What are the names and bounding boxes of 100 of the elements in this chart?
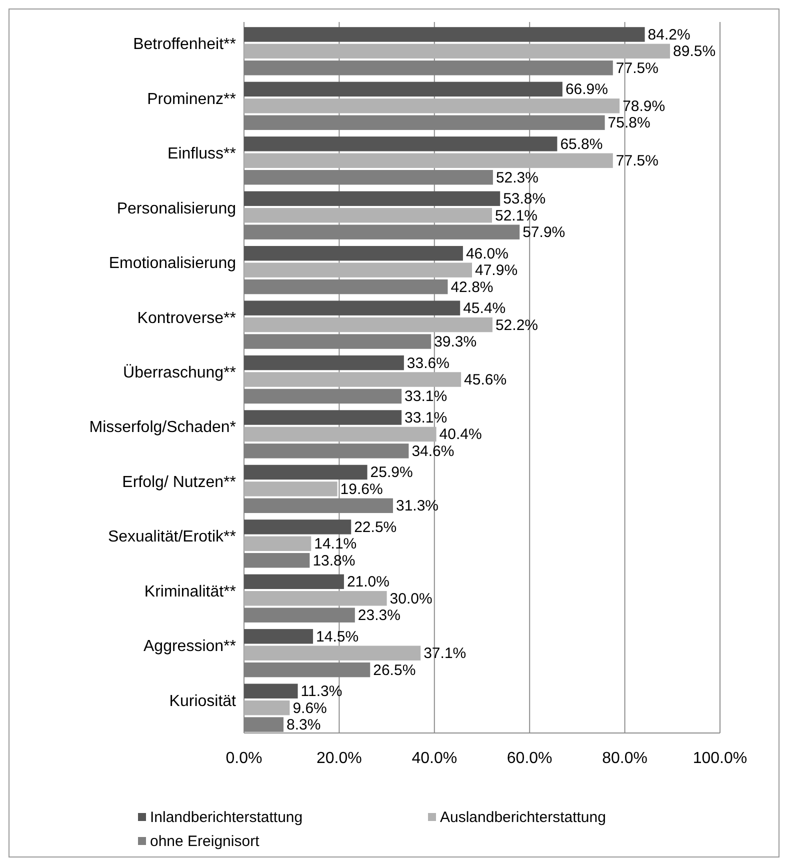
- y-tick-label: Überraschung**: [123, 364, 236, 382]
- bar: [244, 208, 492, 223]
- bar: [244, 82, 562, 97]
- text: 75.8%: [608, 114, 650, 132]
- text: 33.1%: [404, 388, 448, 406]
- bar: [244, 464, 368, 480]
- text: 52.2%: [495, 316, 538, 334]
- text: 47.9%: [475, 262, 518, 280]
- bar: [244, 170, 493, 185]
- x-tick-label: 0.0%: [226, 750, 262, 767]
- text: 30.0%: [390, 590, 432, 608]
- bar: [244, 629, 314, 644]
- y-tick-label: Erfolg/ Nutzen**: [122, 474, 236, 491]
- bar: [244, 262, 472, 278]
- y-tick-label: Personalisierung: [116, 200, 236, 218]
- bar: [244, 355, 404, 370]
- bar: [244, 115, 605, 130]
- text: 14.5%: [316, 628, 359, 646]
- bar: [244, 44, 670, 59]
- bar: [244, 608, 355, 622]
- text: 37.1%: [424, 645, 466, 662]
- text: 39.3%: [434, 334, 477, 350]
- y-tick-label: Sexualität/Erotik**: [108, 528, 236, 546]
- bar: [244, 536, 312, 552]
- y-tick-label: Aggression**: [144, 638, 236, 656]
- bar: [244, 574, 344, 590]
- text: 77.5%: [616, 152, 658, 170]
- bar: [244, 153, 613, 168]
- x-tick-label: 40.0%: [412, 750, 458, 767]
- bar: [244, 498, 393, 514]
- text: 25.9%: [370, 464, 413, 482]
- bar: [244, 591, 387, 606]
- text: 77.5%: [616, 60, 658, 77]
- y-tick-label: Misserfolg/Schaden*: [89, 419, 236, 436]
- bar: [244, 388, 402, 404]
- text: 52.3%: [496, 169, 538, 186]
- bar: [244, 662, 370, 678]
- legend-label: Auslandberichterstattung: [440, 809, 606, 826]
- text: 45.6%: [464, 372, 507, 388]
- bar: [244, 426, 436, 442]
- y-tick-label: Betroffenheit**: [133, 36, 236, 54]
- text: 34.6%: [412, 442, 454, 460]
- bar: [244, 224, 520, 240]
- text: 14.1%: [314, 536, 357, 553]
- text: 46.0%: [466, 245, 509, 262]
- bar: [244, 482, 338, 496]
- text: 57.9%: [522, 224, 566, 242]
- bar: [244, 684, 298, 698]
- text: 31.3%: [396, 498, 439, 515]
- y-tick-label: Emotionalisierung: [108, 255, 236, 272]
- text: 42.8%: [450, 278, 494, 296]
- text: 66.9%: [565, 81, 608, 98]
- x-tick-label: 100.0%: [692, 750, 748, 767]
- text: 9.6%: [292, 700, 327, 717]
- text: 23.3%: [358, 607, 400, 624]
- legend-label: Inlandberichterstattung: [150, 809, 303, 826]
- text: 40.4%: [439, 426, 482, 444]
- text: 22.5%: [354, 518, 397, 536]
- text: 8.3%: [286, 716, 321, 734]
- bar: [244, 444, 409, 458]
- y-tick-label: Kontroverse**: [137, 310, 236, 327]
- text: 53.8%: [503, 190, 546, 208]
- text: 26.5%: [373, 662, 416, 679]
- legend-label: ohne Ereignisort: [150, 833, 260, 850]
- bar: [244, 700, 290, 716]
- x-tick-label: 60.0%: [506, 750, 552, 767]
- text: 45.4%: [463, 300, 506, 318]
- text: 11.3%: [300, 683, 342, 700]
- bar: [244, 60, 613, 76]
- bar: [244, 372, 462, 387]
- y-tick-label: Kuriosität: [169, 692, 237, 710]
- y-tick-label: Einfluss**: [168, 146, 236, 163]
- text: 33.1%: [404, 410, 448, 426]
- y-tick-label: Prominenz**: [147, 90, 236, 108]
- text: 21.0%: [346, 574, 390, 591]
- bar: [244, 717, 284, 732]
- bar: [244, 553, 310, 568]
- text: 13.8%: [312, 552, 356, 570]
- bar: [244, 317, 492, 332]
- text: 89.5%: [673, 43, 716, 60]
- text: 52.1%: [494, 207, 538, 224]
- text: 65.8%: [560, 136, 603, 153]
- bar: [244, 646, 421, 660]
- bar: [244, 191, 500, 206]
- text: 19.6%: [340, 480, 383, 498]
- text: 78.9%: [622, 98, 666, 115]
- bar: [244, 246, 463, 261]
- bar: [244, 410, 402, 425]
- x-tick-label: 80.0%: [602, 750, 648, 767]
- bar: [244, 98, 620, 114]
- text: 84.2%: [648, 26, 690, 44]
- bar: [244, 334, 432, 349]
- bar: [244, 520, 352, 534]
- x-tick-label: 20.0%: [316, 750, 362, 767]
- bar: [244, 279, 448, 294]
- bar: [244, 300, 460, 316]
- bar: [244, 27, 645, 42]
- y-tick-label: Kriminalität**: [144, 583, 236, 600]
- text: 33.6%: [406, 354, 450, 372]
- bar: [244, 136, 558, 152]
